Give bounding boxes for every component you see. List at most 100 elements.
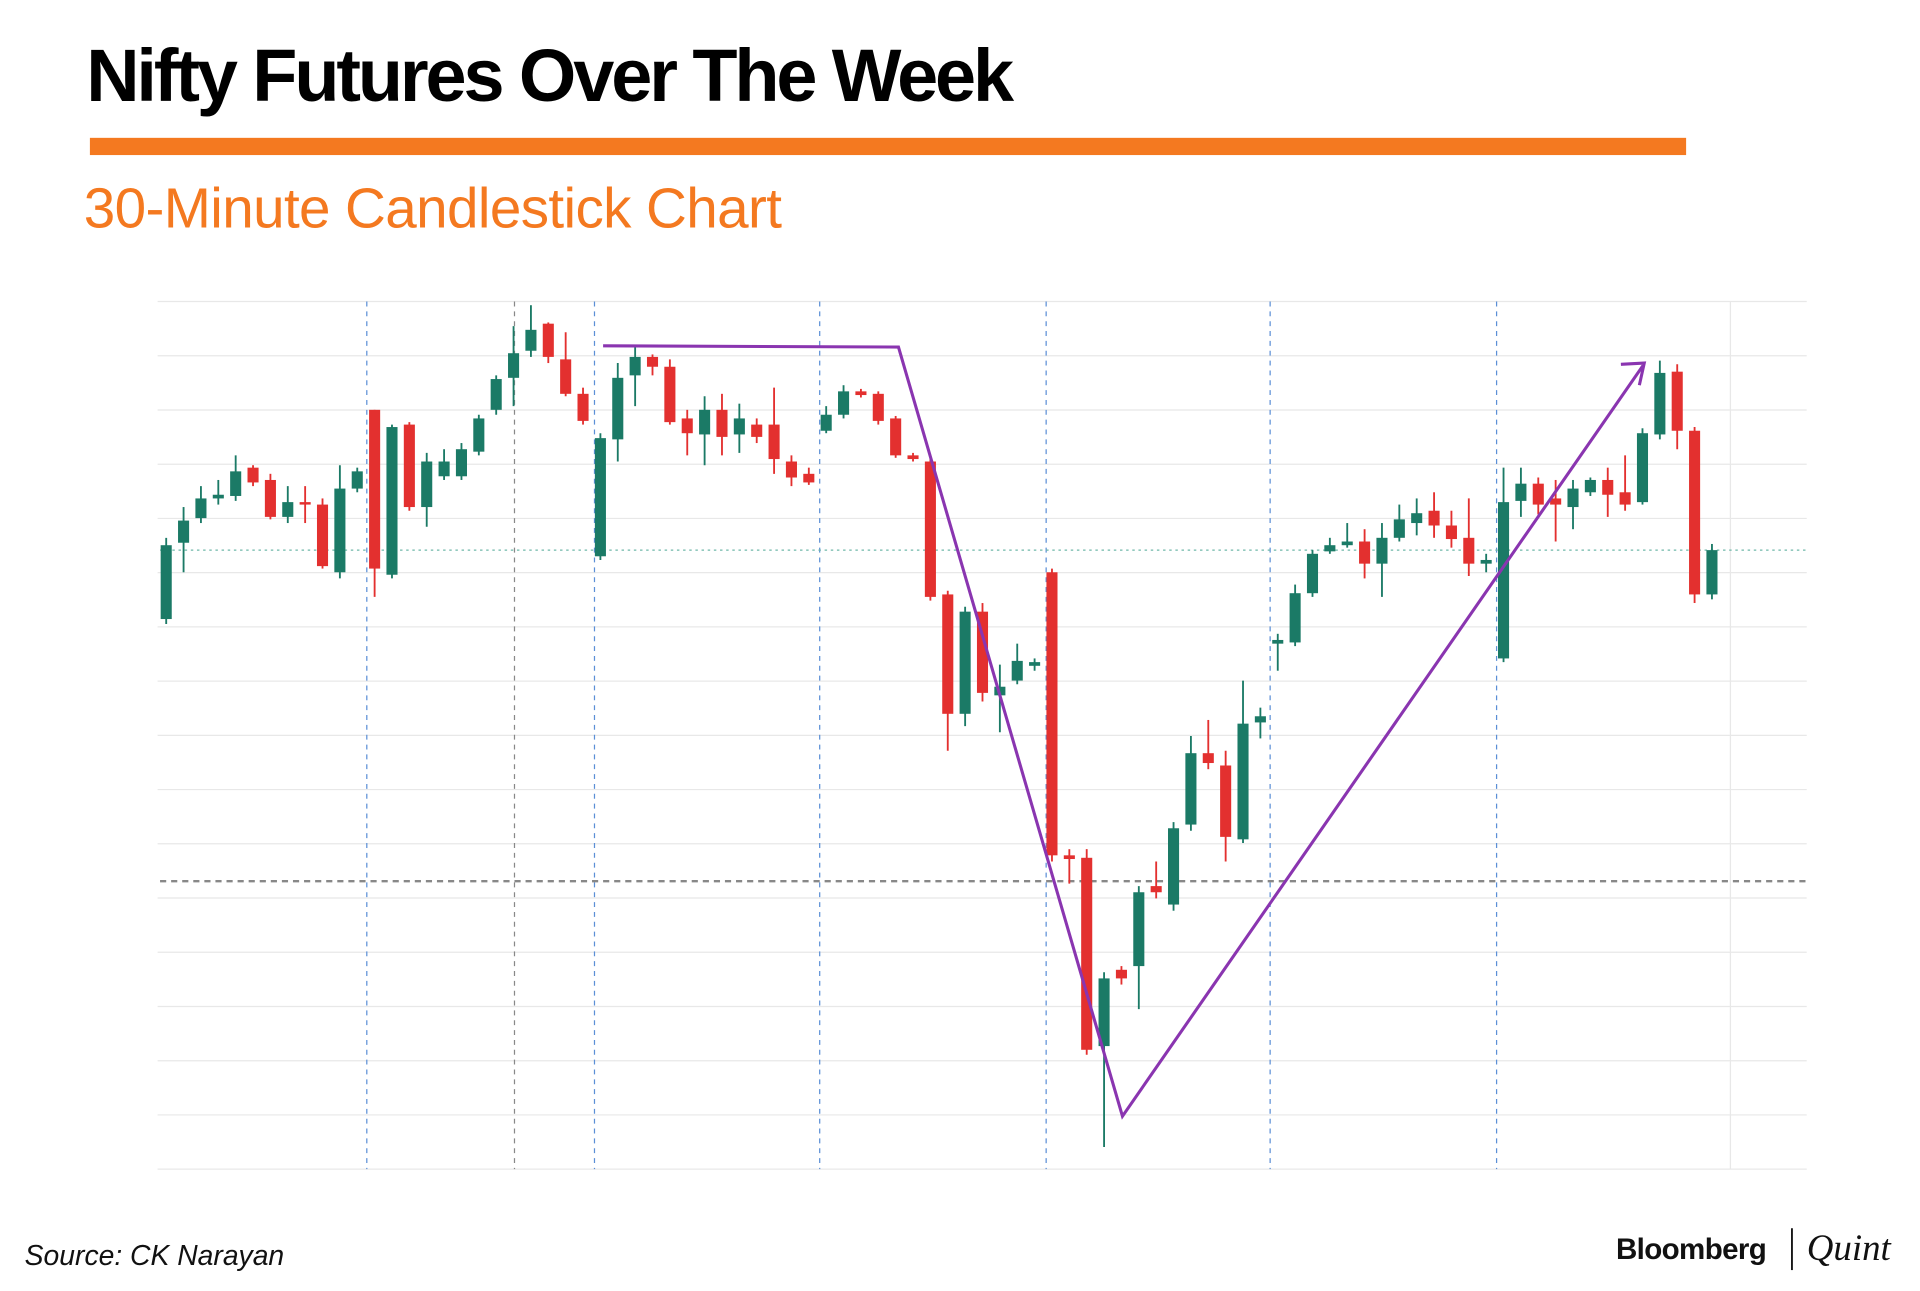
candle-body xyxy=(264,479,276,517)
brand-partner: Quint xyxy=(1807,1227,1892,1268)
candle-body xyxy=(924,461,936,597)
candle-body xyxy=(421,461,433,508)
candle-body xyxy=(1168,828,1180,905)
candle-body xyxy=(334,488,346,573)
candle-body xyxy=(1098,978,1110,1047)
candles xyxy=(160,305,1718,1148)
candle-body xyxy=(1428,510,1440,526)
candle-body xyxy=(751,424,763,437)
candle-body xyxy=(820,414,832,431)
candle-body xyxy=(386,427,398,575)
candle-body xyxy=(1289,593,1301,643)
candle-body xyxy=(577,393,589,421)
candle-body xyxy=(560,359,572,394)
candle-body xyxy=(612,377,624,440)
candle-body xyxy=(1046,572,1058,856)
candle-body xyxy=(1133,892,1145,967)
candle-body xyxy=(1341,541,1353,546)
candle-body xyxy=(1306,553,1319,594)
candle-body xyxy=(768,424,780,460)
candle-body xyxy=(838,391,850,415)
candle-body xyxy=(629,356,641,376)
candle-body xyxy=(1359,541,1371,564)
candle-body xyxy=(1671,371,1683,431)
candle-body xyxy=(160,545,172,620)
candle-body xyxy=(716,409,728,437)
candle-body xyxy=(195,498,207,519)
candle-body xyxy=(907,455,919,460)
candle-body xyxy=(1480,559,1492,564)
candle-body xyxy=(299,502,311,505)
candle-body xyxy=(733,418,745,435)
candle-body xyxy=(1185,753,1197,825)
candle-body xyxy=(646,356,659,367)
candle-body xyxy=(230,471,242,496)
candle-body xyxy=(1654,372,1666,435)
candle-body xyxy=(525,329,537,351)
candle-body xyxy=(1272,639,1284,644)
candle-body xyxy=(664,366,676,423)
chart-title: Nifty Futures Over The Week xyxy=(86,34,1015,117)
candle-body xyxy=(1393,519,1405,538)
brand-name: Bloomberg xyxy=(1616,1233,1766,1266)
trend-annotation xyxy=(603,344,1647,1120)
candle-body xyxy=(403,424,415,508)
candle-body xyxy=(508,353,520,378)
candle-body xyxy=(1602,479,1614,495)
candle-body xyxy=(1115,969,1127,979)
candle-body xyxy=(1254,716,1266,723)
candle-body xyxy=(282,502,294,517)
candle-body xyxy=(1706,550,1718,595)
candle-body xyxy=(542,323,554,357)
candle-body xyxy=(1619,492,1631,505)
candle-body xyxy=(212,494,224,499)
candle-body xyxy=(1445,525,1457,540)
candle-body xyxy=(1515,483,1527,501)
candle-body xyxy=(1584,479,1596,493)
candle-body xyxy=(890,418,902,456)
candle-body xyxy=(473,418,485,452)
candle-body xyxy=(1636,433,1649,503)
candle-body xyxy=(942,594,954,714)
candle-body xyxy=(1237,723,1249,840)
candle-body xyxy=(1202,753,1214,764)
candle-body xyxy=(681,418,693,434)
candle-body xyxy=(1150,886,1162,893)
candle-body xyxy=(594,438,606,557)
candle-body xyxy=(1463,537,1475,564)
source: Source: CK Narayan xyxy=(25,1239,285,1271)
trend-path xyxy=(603,344,1645,1120)
candle-body xyxy=(1532,483,1544,505)
candle-body xyxy=(1376,537,1388,564)
candle-body xyxy=(1567,488,1579,508)
candle-body xyxy=(178,520,190,543)
candle-body xyxy=(1498,502,1510,659)
candle-body xyxy=(369,409,381,569)
candle-body xyxy=(1220,765,1232,837)
candle-body xyxy=(1081,857,1093,1050)
candle-body xyxy=(247,467,259,483)
candle-body xyxy=(785,461,797,478)
candle-body xyxy=(316,504,329,567)
title-rule xyxy=(89,137,1687,156)
candle-body xyxy=(1011,660,1023,681)
grid xyxy=(157,300,1807,1170)
candle-body xyxy=(976,611,989,693)
candle-body xyxy=(1324,545,1336,552)
candle-body xyxy=(455,449,467,477)
candle-body xyxy=(1689,430,1701,595)
session-separators xyxy=(160,301,1807,1170)
candle-body xyxy=(699,409,711,435)
chart-subtitle: 30-Minute Candlestick Chart xyxy=(84,177,782,240)
candle-body xyxy=(490,379,502,410)
candle-body xyxy=(803,473,815,483)
trend-arrowhead xyxy=(1620,361,1647,386)
candle-body xyxy=(959,611,971,714)
candle-body xyxy=(872,393,884,421)
candle-body xyxy=(1550,498,1562,505)
candle-body xyxy=(855,391,867,396)
candle-body xyxy=(351,471,363,489)
candle-body xyxy=(438,461,450,477)
candle-body xyxy=(1063,855,1075,860)
